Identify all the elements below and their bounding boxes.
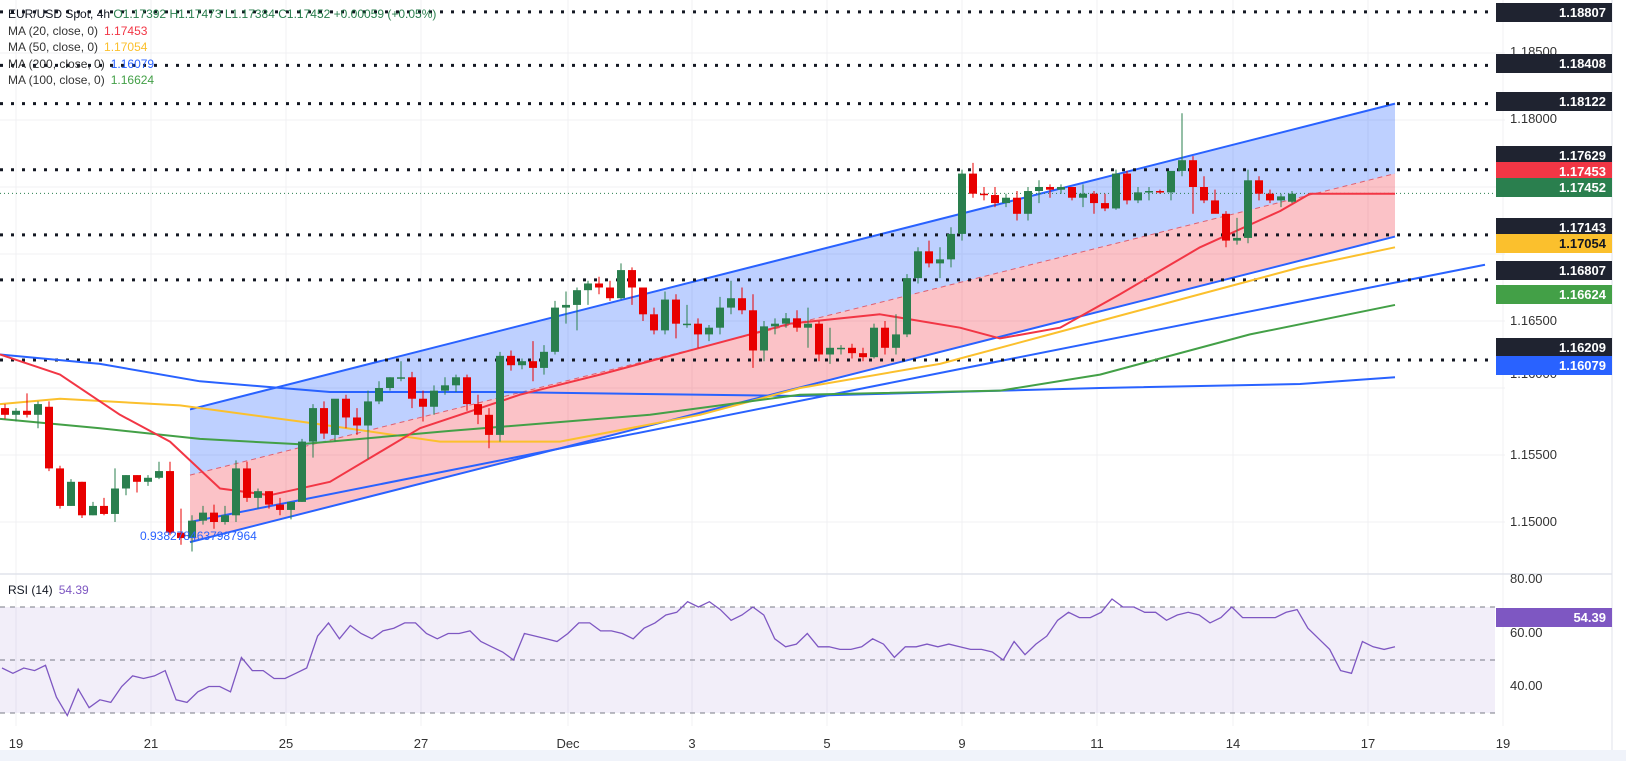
axis-label: 60.00 — [1510, 625, 1543, 640]
ma-label: MA (50, close, 0) — [8, 40, 99, 54]
time-label: 9 — [958, 736, 966, 751]
price-tag: 1.16079 — [1496, 356, 1612, 375]
price-tag: 1.17453 — [1496, 162, 1612, 181]
time-label: 25 — [278, 736, 294, 751]
legend-ma50[interactable]: MA (50, close, 0) 1.17054 — [8, 39, 436, 56]
ma-value: 1.17054 — [104, 40, 148, 54]
time-label: 3 — [688, 736, 696, 751]
legend-ma100[interactable]: MA (100, close, 0) 1.16624 — [8, 72, 436, 89]
rsi-label: RSI (14) — [8, 583, 53, 597]
ohlc-open: O1.17392 — [113, 7, 167, 21]
ma-value: 1.17453 — [104, 23, 148, 38]
ma-label: MA (100, close, 0) — [8, 73, 105, 87]
price-tag: 1.18408 — [1496, 54, 1612, 73]
price-tag: 1.18807 — [1496, 3, 1612, 22]
axis-label: 1.18000 — [1510, 111, 1557, 126]
time-label: 19 — [1495, 736, 1511, 751]
ma-value: 1.16079 — [110, 56, 155, 71]
price-tag: 1.16807 — [1496, 261, 1612, 280]
axis-label: 1.15000 — [1510, 514, 1557, 529]
price-tag: 1.17452 — [1496, 178, 1612, 197]
axis-label: 80.00 — [1510, 571, 1543, 586]
price-tag: 1.16209 — [1496, 338, 1612, 357]
price-tag: 1.17629 — [1496, 146, 1612, 165]
price-tag: 1.18122 — [1496, 92, 1612, 111]
time-label: 21 — [143, 736, 159, 751]
time-label: 14 — [1225, 736, 1241, 751]
ohlc-close: C1.17452 — [278, 7, 331, 21]
ohlc-change: +0.00059 (+0.05%) — [333, 7, 437, 21]
symbol-row: EUR/USD Spot, 4h O1.17392 H1.17473 L1.17… — [8, 6, 436, 23]
ma-label: MA (200, close, 0) — [8, 56, 105, 71]
legend-ma200[interactable]: MA (200, close, 0) 1.16079 — [8, 56, 436, 73]
price-tag: 54.39 — [1496, 608, 1612, 627]
time-label: 17 — [1360, 736, 1376, 751]
channel-annotation: 0.9382784637987964 — [140, 529, 257, 543]
time-label: 5 — [823, 736, 831, 751]
axis-label: 1.15500 — [1510, 447, 1557, 462]
price-tag: 1.17054 — [1496, 234, 1612, 253]
time-label: 19 — [8, 736, 24, 751]
ma-label: MA (20, close, 0) — [8, 23, 99, 38]
main-legend: EUR/USD Spot, 4h O1.17392 H1.17473 L1.17… — [8, 6, 436, 89]
time-label: 27 — [413, 736, 429, 751]
time-label: 11 — [1090, 736, 1104, 751]
price-tag: 1.16624 — [1496, 285, 1612, 304]
ohlc-high: H1.17473 — [169, 7, 222, 21]
rsi-legend[interactable]: RSI (14) 54.39 — [8, 583, 89, 597]
ma-value: 1.16624 — [110, 73, 155, 87]
time-label: Dec — [556, 736, 580, 751]
ohlc-low: L1.17384 — [224, 7, 275, 21]
axis-label: 40.00 — [1510, 678, 1543, 693]
price-tag: 1.17143 — [1496, 218, 1612, 237]
rsi-value: 54.39 — [58, 583, 89, 597]
symbol-title[interactable]: EUR/USD Spot, 4h — [8, 7, 111, 21]
axis-label: 1.16500 — [1510, 313, 1557, 328]
legend-ma20[interactable]: MA (20, close, 0) 1.17453 — [8, 23, 436, 40]
